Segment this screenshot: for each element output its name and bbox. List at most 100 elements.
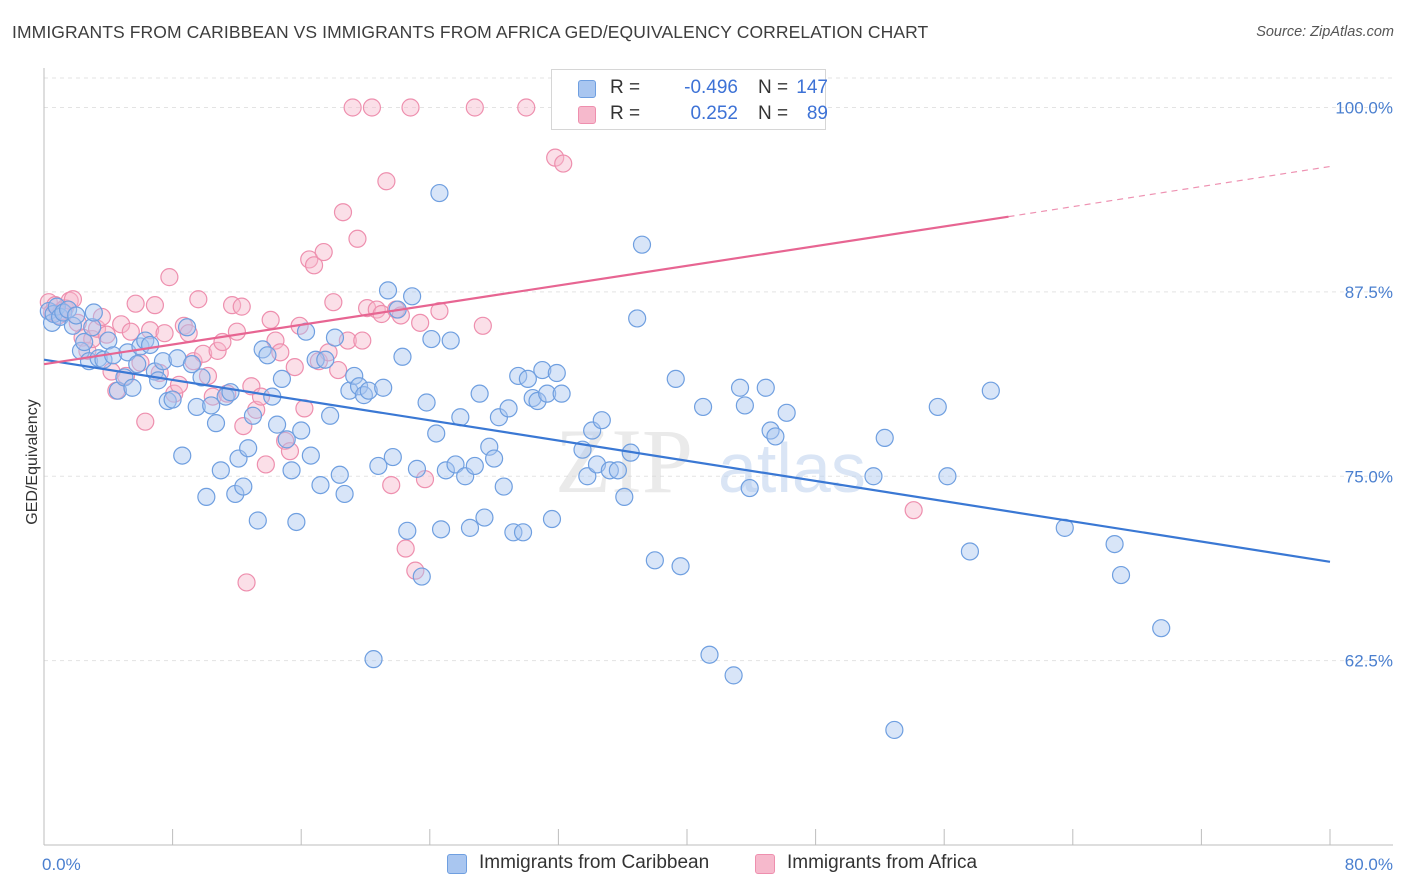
caribbean-point-144: [1152, 619, 1171, 638]
caribbean-point-138: [938, 467, 957, 486]
caribbean-point-147: [84, 303, 103, 322]
caribbean-point-85: [431, 520, 451, 539]
caribbean-point-91: [460, 518, 480, 537]
caribbean-point-31: [173, 446, 192, 465]
legend-label-africa: Immigrants from Africa: [787, 852, 978, 873]
series-africa-points: [39, 98, 923, 592]
africa-point-76: [396, 539, 415, 558]
caribbean-point-70: [359, 381, 378, 400]
caribbean-point-109: [547, 363, 566, 383]
africa-point-67: [353, 331, 372, 350]
africa-point-40: [222, 296, 242, 315]
watermark-zip: ZIP: [555, 410, 693, 512]
caribbean-point-104: [523, 388, 542, 408]
legend-swatch-africa: [578, 106, 596, 124]
caribbean-point-105: [528, 391, 547, 411]
caribbean-point-142: [1105, 534, 1124, 554]
legend-r-value-caribbean: -0.496: [684, 77, 738, 98]
trend-line-africa-extension: [1008, 165, 1331, 218]
caribbean-point-130: [740, 478, 759, 498]
caribbean-point-94: [475, 508, 494, 527]
africa-point-65: [343, 98, 362, 117]
caribbean-point-10: [75, 332, 94, 352]
caribbean-point-62: [321, 406, 340, 425]
africa-point-33: [189, 290, 208, 309]
caribbean-point-72: [369, 456, 388, 476]
caribbean-point-140: [981, 381, 1000, 400]
africa-point-57: [304, 256, 324, 275]
africa-point-22: [136, 412, 155, 431]
caribbean-point-125: [693, 397, 713, 417]
legend-r-label: R =: [610, 103, 641, 124]
legend-n-label: N =: [758, 103, 789, 124]
africa-point-81: [430, 301, 449, 321]
caribbean-point-127: [724, 666, 743, 685]
caribbean-point-93: [470, 384, 489, 403]
caribbean-point-87: [441, 331, 460, 350]
africa-point-42: [232, 297, 251, 316]
legend-n-value-caribbean: 147: [796, 77, 828, 98]
caribbean-point-35: [192, 368, 211, 387]
caribbean-point-120: [628, 309, 647, 328]
caribbean-point-100: [504, 523, 523, 542]
caribbean-point-83: [422, 329, 441, 349]
caribbean-point-88: [446, 455, 465, 474]
series-legend: Immigrants from Caribbean Immigrants fro…: [0, 850, 1406, 880]
y-tick-label-3: 100.0%: [1335, 99, 1393, 118]
africa-point-37: [208, 341, 227, 360]
caribbean-point-27: [153, 352, 173, 371]
legend-r-value-africa: 0.252: [690, 103, 738, 124]
caribbean-point-61: [316, 350, 335, 369]
x-tick-label-0: 0.0%: [42, 855, 81, 874]
africa-point-77: [401, 98, 420, 117]
series-caribbean-points: [39, 183, 1171, 740]
caribbean-point-54: [282, 461, 301, 480]
africa-point-52: [280, 442, 300, 461]
caribbean-point-132: [761, 421, 780, 440]
caribbean-point-33: [182, 355, 201, 374]
caribbean-point-66: [340, 381, 359, 400]
caribbean-point-56: [292, 421, 311, 440]
africa-point-48: [261, 310, 280, 329]
caribbean-point-99: [499, 399, 518, 418]
caribbean-point-49: [258, 346, 277, 365]
caribbean-point-60: [311, 476, 330, 495]
chart-source: Source: ZipAtlas.com: [1256, 24, 1394, 40]
caribbean-point-124: [671, 557, 690, 576]
caribbean-point-29: [163, 390, 182, 409]
caribbean-point-24: [140, 335, 160, 355]
caribbean-point-55: [287, 512, 306, 532]
caribbean-point-37: [202, 396, 221, 415]
africa-point-8: [68, 313, 87, 332]
grid-lines: [44, 77, 1393, 662]
y-tick-label-0: 62.5%: [1345, 652, 1393, 671]
caribbean-point-118: [615, 487, 634, 506]
africa-point-49: [266, 331, 285, 350]
caribbean-point-117: [608, 461, 627, 480]
caribbean-point-143: [1111, 565, 1131, 585]
africa-point-66: [348, 229, 367, 248]
caribbean-point-47: [248, 511, 267, 530]
africa-point-87: [904, 501, 923, 520]
caribbean-point-77: [393, 347, 412, 366]
trend-lines: [43, 165, 1331, 563]
watermark-atlas: atlas: [718, 429, 866, 507]
africa-point-73: [382, 476, 401, 495]
trend-line-caribbean: [43, 358, 1331, 563]
y-axis-label: GED/Equivalency: [24, 399, 41, 524]
caribbean-point-36: [197, 487, 216, 506]
caribbean-point-67: [345, 366, 364, 386]
axes: [43, 68, 1393, 846]
africa-point-41: [227, 322, 246, 341]
caribbean-point-103: [518, 369, 537, 388]
caribbean-point-115: [592, 411, 611, 430]
africa-point-24: [145, 296, 165, 315]
africa-point-34: [194, 344, 213, 363]
caribbean-point-8: [67, 306, 86, 325]
caribbean-point-131: [756, 378, 775, 397]
watermark: ZIP atlas: [555, 410, 866, 512]
chart-title: IMMIGRANTS FROM CARIBBEAN VS IMMIGRANTS …: [12, 22, 929, 42]
caribbean-point-63: [325, 328, 345, 347]
africa-point-62: [329, 360, 348, 380]
